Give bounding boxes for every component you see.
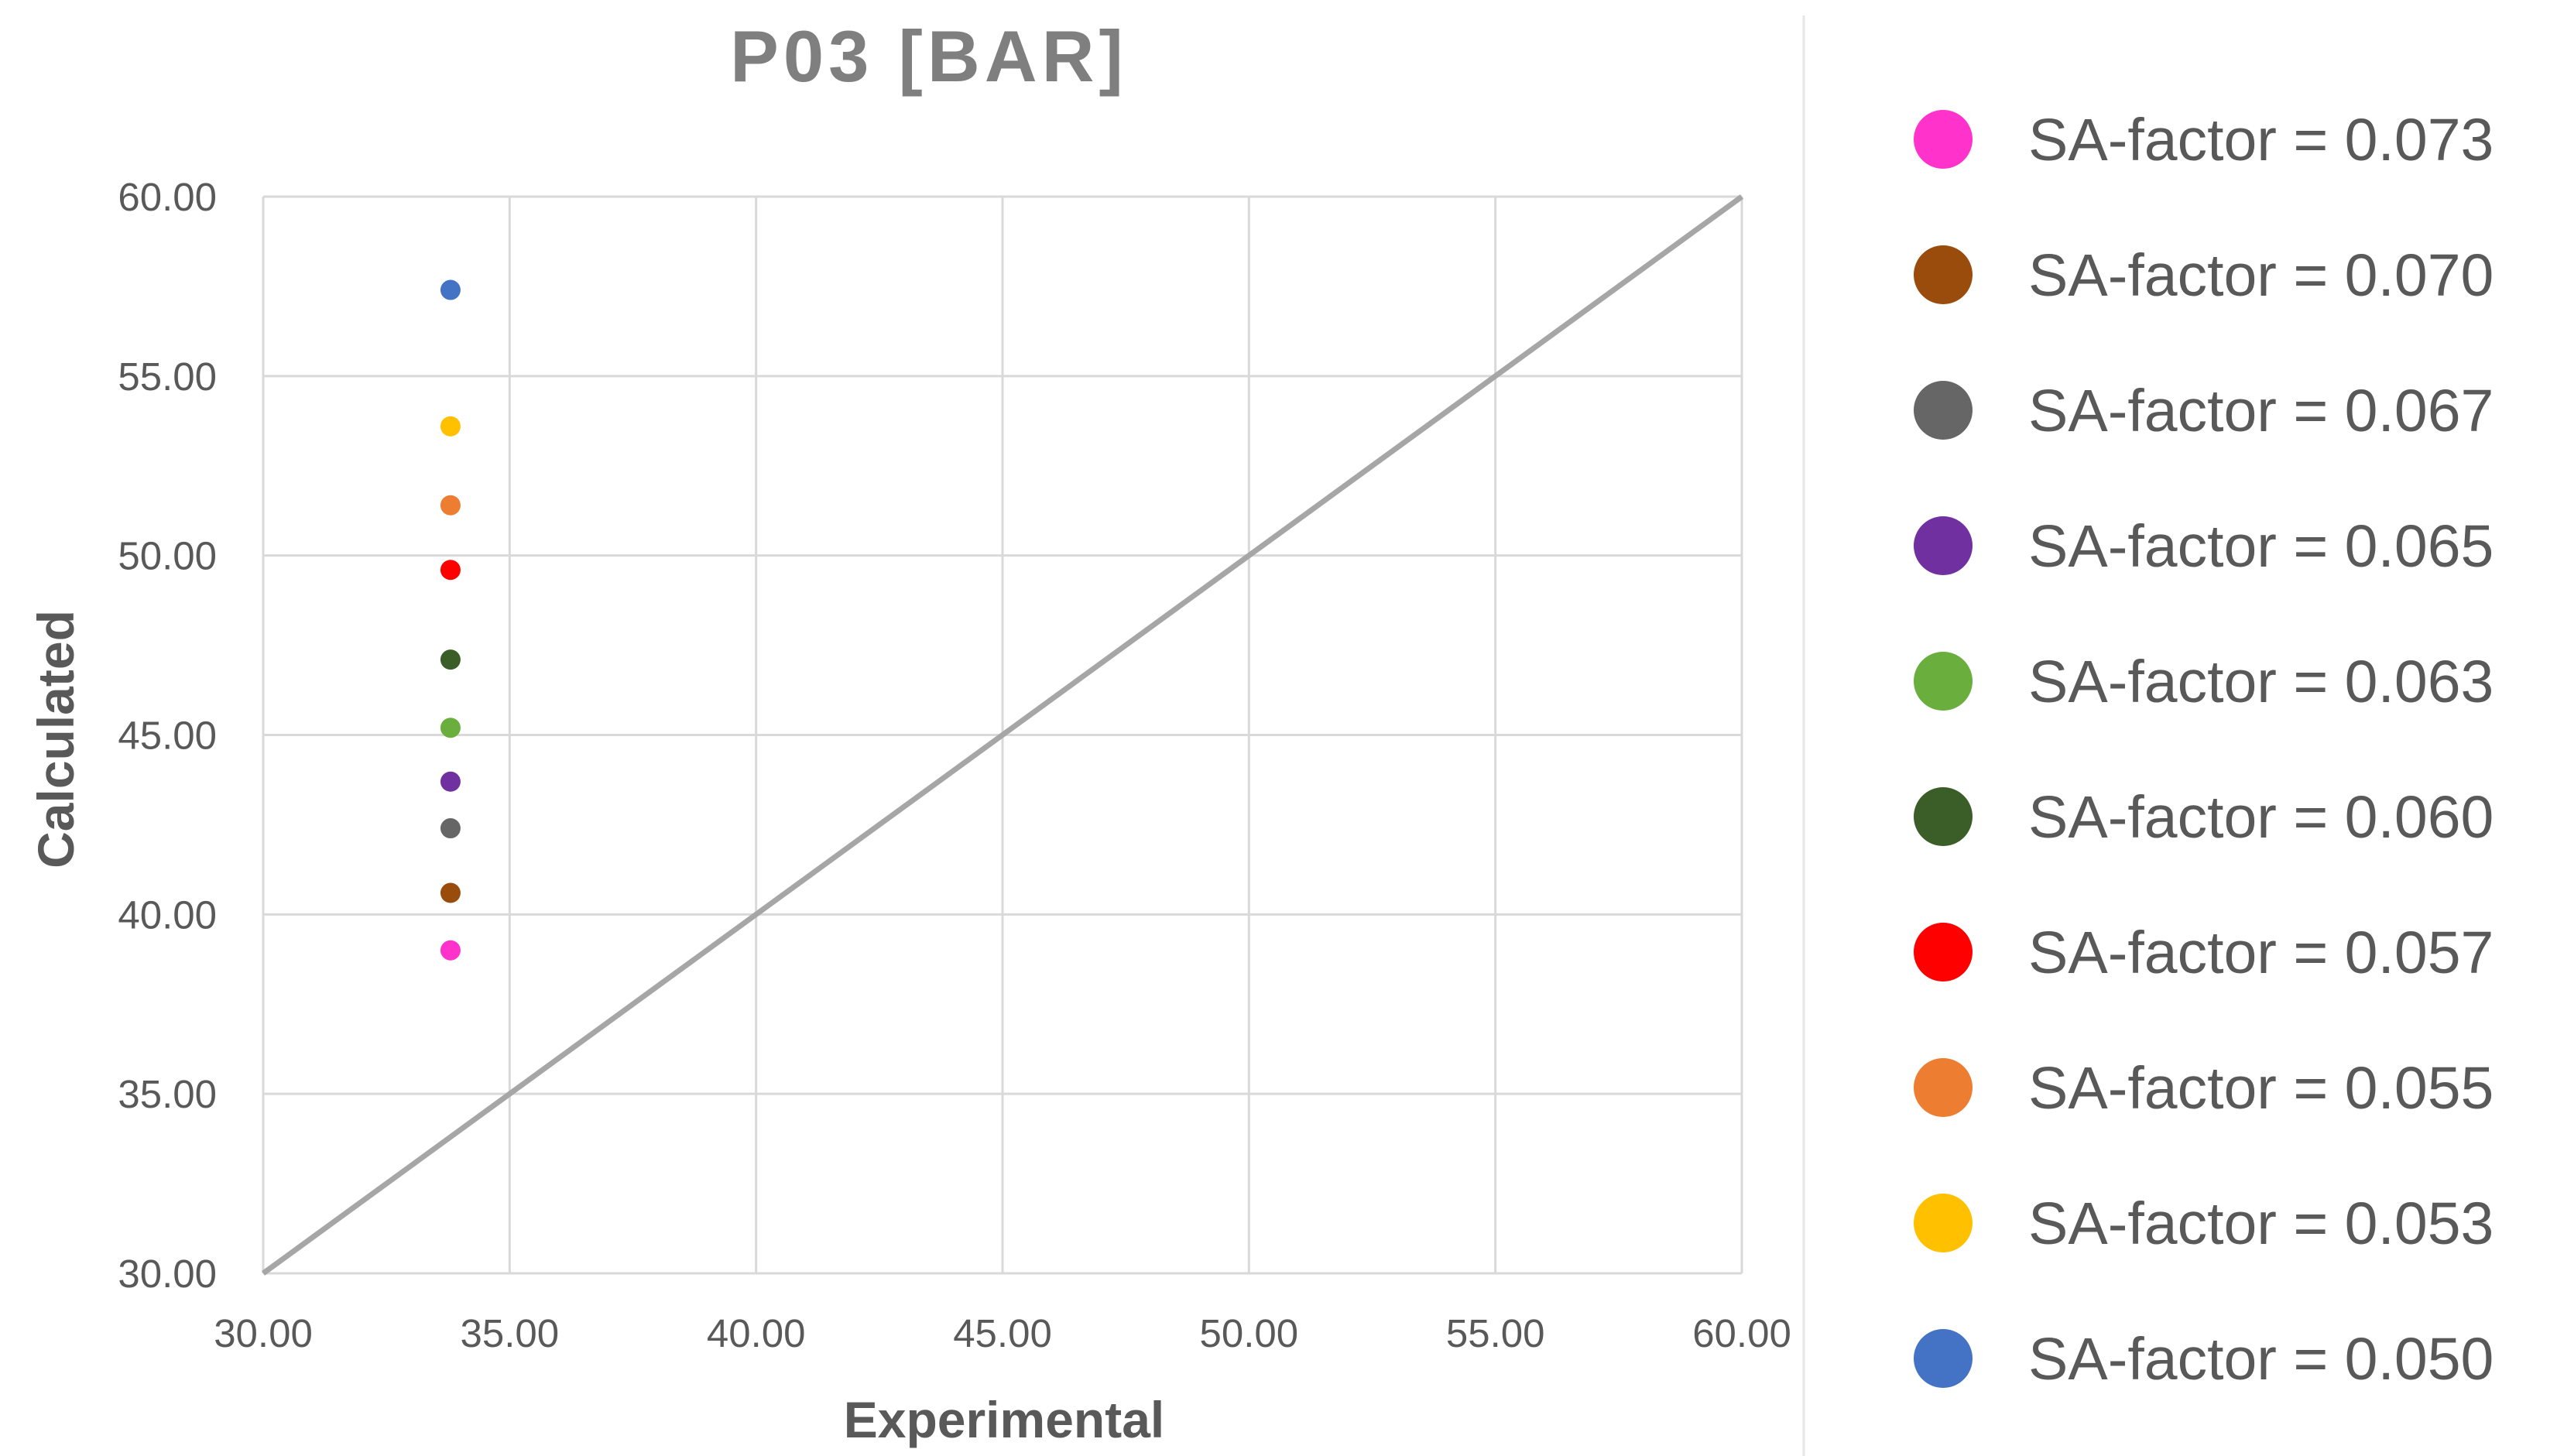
legend-marker [1914,110,1973,169]
legend-marker [1914,516,1973,575]
y-tick-label: 40.00 [118,892,217,937]
data-point [440,718,461,738]
x-tick-label: 60.00 [1692,1311,1791,1355]
data-point [440,940,461,961]
x-tick-label: 55.00 [1446,1311,1545,1355]
legend-item: SA-factor = 0.050 [1914,1326,2494,1393]
legend-item: SA-factor = 0.060 [1914,784,2494,851]
x-tick-label: 35.00 [461,1311,560,1355]
chart-title: P03 [BAR] [730,15,1128,97]
legend: SA-factor = 0.073 SA-factor = 0.070 SA-fac… [1914,107,2494,1393]
legend-label: SA-factor = 0.057 [2028,920,2494,986]
data-point [440,649,461,670]
y-tick-label: 50.00 [118,534,217,578]
legend-item: SA-factor = 0.053 [1914,1190,2494,1257]
data-point [440,818,461,839]
y-tick-labels: 30.00 35.00 40.00 45.00 50.00 55.00 60.00 [118,175,217,1296]
y-axis-title: Calculated [27,610,84,868]
x-tick-label: 50.00 [1200,1311,1299,1355]
legend-label: SA-factor = 0.063 [2028,649,2494,715]
data-point [440,416,461,437]
legend-marker [1914,787,1973,846]
legend-item: SA-factor = 0.070 [1914,242,2494,309]
data-point [440,771,461,792]
legend-label: SA-factor = 0.073 [2028,107,2494,173]
legend-item: SA-factor = 0.073 [1914,107,2494,173]
y-tick-label: 55.00 [118,355,217,399]
y-tick-label: 35.00 [118,1072,217,1116]
legend-marker [1914,1058,1973,1117]
y-tick-label: 60.00 [118,175,217,219]
legend-marker [1914,1329,1973,1388]
data-points [440,279,461,961]
legend-marker [1914,923,1973,982]
x-axis-title: Experimental [844,1391,1165,1448]
data-point [440,560,461,581]
legend-item: SA-factor = 0.063 [1914,649,2494,715]
legend-label: SA-factor = 0.053 [2028,1190,2494,1257]
legend-label: SA-factor = 0.060 [2028,784,2494,851]
legend-item: SA-factor = 0.067 [1914,378,2494,444]
legend-label: SA-factor = 0.070 [2028,242,2494,309]
x-tick-labels: 30.00 35.00 40.00 45.00 50.00 55.00 60.00 [214,1311,1791,1355]
data-point [440,279,461,300]
legend-label: SA-factor = 0.055 [2028,1055,2494,1122]
x-tick-label: 45.00 [953,1311,1052,1355]
legend-marker [1914,245,1973,304]
legend-label: SA-factor = 0.067 [2028,378,2494,444]
data-point [440,495,461,516]
legend-label: SA-factor = 0.050 [2028,1326,2494,1393]
y-tick-label: 45.00 [118,714,217,758]
legend-item: SA-factor = 0.055 [1914,1055,2494,1122]
legend-item: SA-factor = 0.065 [1914,513,2494,580]
x-tick-label: 30.00 [214,1311,313,1355]
legend-label: SA-factor = 0.065 [2028,513,2494,580]
legend-marker [1914,381,1973,440]
reference-line [261,194,1744,1276]
legend-marker [1914,1194,1973,1252]
x-tick-label: 40.00 [707,1311,806,1355]
legend-item: SA-factor = 0.057 [1914,920,2494,986]
legend-marker [1914,652,1973,711]
data-point [440,882,461,903]
y-tick-label: 30.00 [118,1252,217,1296]
